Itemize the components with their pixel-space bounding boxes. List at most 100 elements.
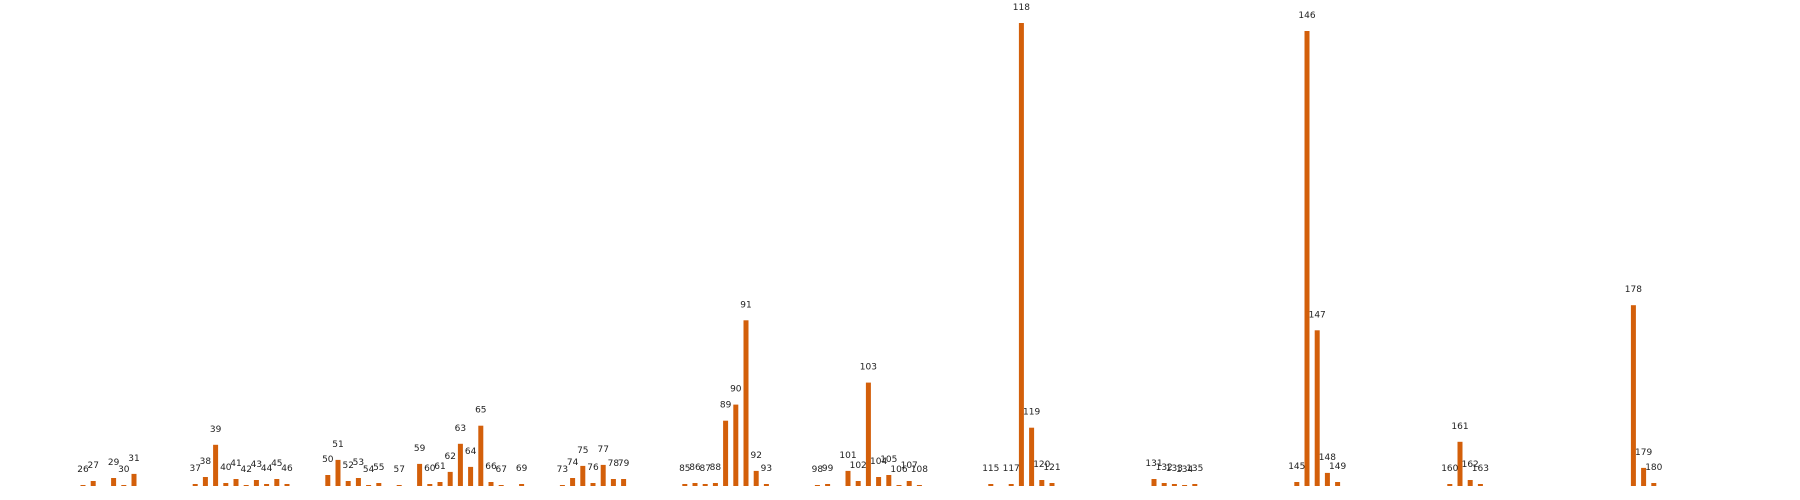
bar-98 [814,485,820,486]
bar-91 [743,320,749,486]
bar-label-103: 103 [860,363,877,373]
bar-label-76: 76 [587,463,599,473]
bar-27 [90,481,96,486]
bar-label-108: 108 [911,465,928,475]
bar-146 [1304,31,1310,486]
bar-label-145: 145 [1288,462,1305,472]
bar-178 [1630,305,1636,486]
bar-133 [1171,484,1177,486]
bar-label-86: 86 [689,463,701,473]
bar-label-75: 75 [577,446,588,456]
bar-label-93: 93 [761,464,772,474]
bar-label-41: 41 [230,459,241,469]
bar-label-62: 62 [444,452,455,462]
bar-50 [325,475,331,486]
bar-label-104: 104 [870,457,887,467]
bar-147 [1314,330,1320,486]
bar-label-148: 148 [1319,453,1336,463]
bar-60 [427,484,433,486]
bar-161 [1457,441,1463,486]
bar-108 [916,485,922,486]
bar-180 [1651,483,1657,486]
bar-label-180: 180 [1645,463,1662,473]
bar-118 [1018,23,1024,486]
bar-label-120: 120 [1033,460,1050,470]
bar-label-89: 89 [720,401,732,411]
bar-label-134: 134 [1176,465,1193,475]
bar-29 [111,478,117,486]
bar-59 [417,463,423,486]
bar-label-63: 63 [455,424,466,434]
bar-label-27: 27 [87,461,98,471]
bar-102 [855,481,861,486]
bar-label-118: 118 [1013,3,1030,13]
bar-label-133: 133 [1166,464,1183,474]
bar-label-60: 60 [424,464,436,474]
bar-51 [335,459,341,486]
bar-label-45: 45 [271,459,282,469]
bar-label-69: 69 [516,464,528,474]
bar-64 [468,466,474,486]
bar-label-115: 115 [982,464,999,474]
bar-label-53: 53 [353,458,364,468]
bar-label-107: 107 [901,461,918,471]
bar-54 [366,485,372,486]
bar-label-43: 43 [251,460,262,470]
bar-label-178: 178 [1625,285,1642,295]
bar-label-46: 46 [281,464,293,474]
bar-76 [590,483,596,486]
bar-label-44: 44 [261,464,273,474]
bars-group [80,23,1657,486]
bar-103 [865,382,871,486]
bar-label-121: 121 [1043,463,1060,473]
bar-132 [1161,483,1167,486]
bar-135 [1192,484,1198,486]
bar-label-42: 42 [240,465,251,475]
bar-label-26: 26 [77,465,89,475]
bar-107 [906,481,912,486]
bar-label-61: 61 [434,462,445,472]
bar-label-87: 87 [699,464,710,474]
bar-105 [886,475,892,486]
bar-label-31: 31 [128,454,139,464]
bar-53 [355,478,361,486]
bar-26 [80,485,86,486]
bar-115 [988,484,994,486]
bar-104 [876,477,882,486]
bar-119 [1029,427,1035,486]
bar-label-73: 73 [557,465,568,475]
bar-179 [1641,467,1647,486]
bar-77 [600,464,606,486]
bar-label-64: 64 [465,447,477,457]
bar-44 [264,484,270,486]
bar-85 [682,484,688,486]
bar-label-132: 132 [1156,463,1173,473]
bar-label-39: 39 [210,425,222,435]
bar-label-50: 50 [322,455,334,465]
bar-57 [396,485,402,486]
bar-42 [243,485,249,486]
bar-label-65: 65 [475,406,486,416]
bar-39 [213,444,219,486]
bar-74 [570,478,576,486]
bar-label-117: 117 [1003,464,1020,474]
bar-88 [712,483,718,486]
bar-55 [376,483,382,486]
bar-43 [253,480,259,486]
bar-label-92: 92 [750,451,761,461]
bar-79 [621,479,627,486]
bar-label-88: 88 [710,463,722,473]
bar-86 [692,483,698,486]
bar-label-77: 77 [597,445,608,455]
bar-92 [753,470,759,486]
bar-label-59: 59 [414,444,426,454]
bar-40 [223,483,229,486]
bar-69 [519,484,525,486]
bar-label-99: 99 [822,464,834,474]
bar-87 [702,484,708,486]
bar-label-55: 55 [373,463,384,473]
bar-label-57: 57 [393,465,404,475]
bar-label-101: 101 [839,451,856,461]
bar-162 [1467,480,1473,486]
